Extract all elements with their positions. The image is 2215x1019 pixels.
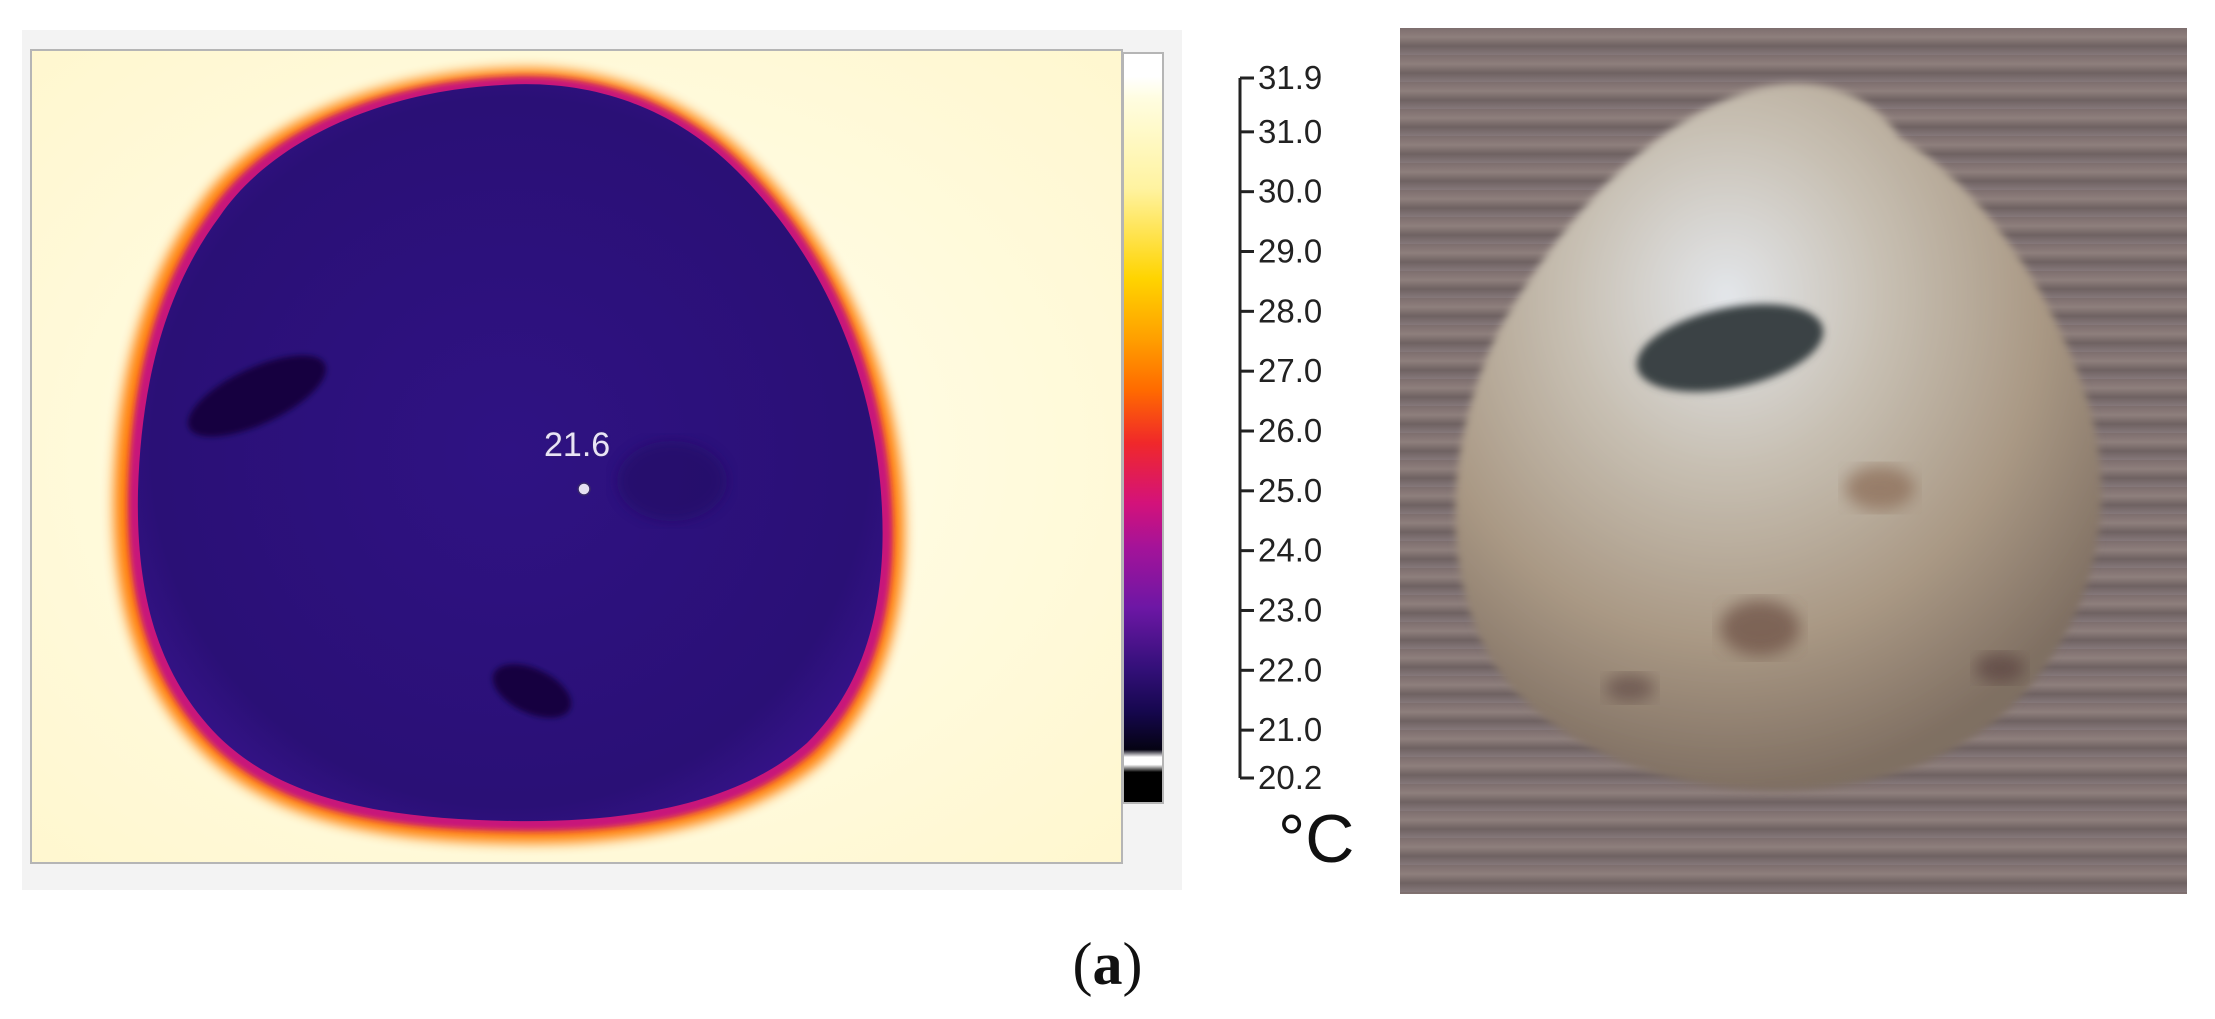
scale-tick-label: 31.9 bbox=[1258, 60, 1322, 96]
figure-caption: (a) bbox=[0, 930, 2215, 999]
caption-open-paren: ( bbox=[1072, 931, 1093, 997]
scale-tick-label: 24.0 bbox=[1258, 532, 1322, 569]
spot-temperature-label: 21.6 bbox=[544, 426, 611, 464]
thermal-potato-graphic bbox=[113, 68, 905, 844]
thermal-panel: 21.6 bbox=[22, 30, 1182, 890]
scale-tick-label: 20.2 bbox=[1258, 759, 1322, 796]
scale-ticks: 31.9 31.0 30.0 29.0 28.0 27.0 26.0 25.0 24.0 23.0… bbox=[1240, 60, 1322, 796]
scale-tick-label: 28.0 bbox=[1258, 292, 1322, 329]
scale-tick-label: 30.0 bbox=[1258, 173, 1322, 210]
scale-tick-label: 23.0 bbox=[1258, 591, 1322, 628]
temperature-unit: °C bbox=[1278, 801, 1355, 877]
scale-tick-label: 27.0 bbox=[1258, 352, 1322, 389]
scale-tick-label: 26.0 bbox=[1258, 412, 1322, 449]
spot-marker-icon bbox=[577, 482, 591, 496]
caption-close-paren: ) bbox=[1122, 931, 1143, 997]
caption-letter: a bbox=[1092, 931, 1123, 997]
color-palette-bar bbox=[1122, 52, 1164, 804]
scale-tick-label: 21.0 bbox=[1258, 711, 1322, 748]
scale-tick-label: 22.0 bbox=[1258, 651, 1322, 688]
dark-spot-1 bbox=[188, 355, 326, 437]
photo-dark-spot bbox=[1636, 304, 1824, 392]
temperature-scale: 31.9 31.0 30.0 29.0 28.0 27.0 26.0 25.0 24.0 23.0… bbox=[1238, 60, 1322, 796]
scale-tick-label: 31.0 bbox=[1258, 113, 1322, 150]
photo-potato-graphic bbox=[1455, 83, 2102, 791]
scale-tick-label: 25.0 bbox=[1258, 472, 1322, 509]
thermal-image: 21.6 bbox=[30, 49, 1123, 864]
photo-panel bbox=[1400, 28, 2187, 894]
scale-tick-label: 29.0 bbox=[1258, 233, 1322, 270]
dark-spot-2 bbox=[492, 664, 572, 718]
